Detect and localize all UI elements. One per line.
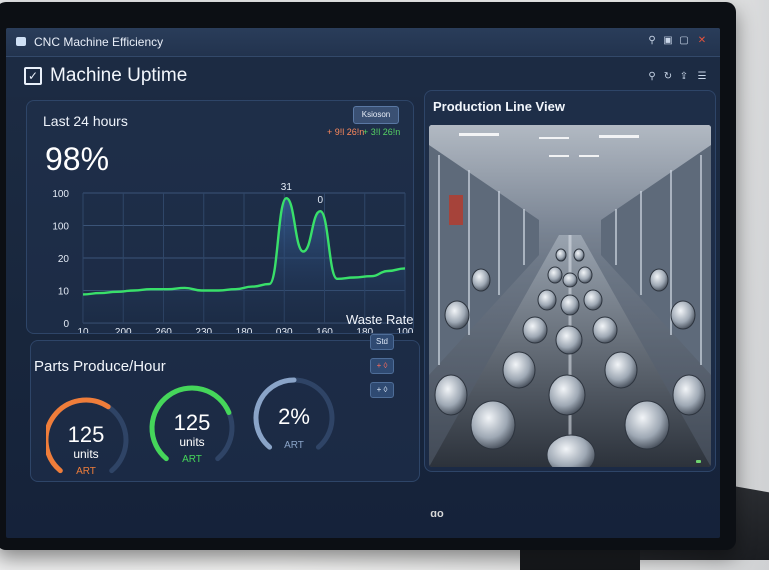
window-title: CNC Machine Efficiency xyxy=(34,35,164,49)
production-panel: Production Line View xyxy=(424,90,716,472)
gauge-3: 2% ART xyxy=(253,377,335,451)
export-icon[interactable]: ⇪ xyxy=(679,71,689,82)
menu-icon[interactable]: ☰ xyxy=(697,71,707,82)
uptime-line xyxy=(82,196,406,296)
legend-button[interactable]: Ksioson xyxy=(353,106,399,124)
gauge-value: 125 xyxy=(174,410,211,435)
x-tick-label: 180 xyxy=(236,327,253,333)
parts-panel xyxy=(30,340,420,482)
waste-add-button[interactable]: + ◊ xyxy=(370,358,394,374)
uptime-value: 98% xyxy=(45,141,110,177)
power-led xyxy=(696,460,701,463)
x-tick-label: 260 xyxy=(155,327,172,333)
search-icon[interactable]: ⚲ xyxy=(648,35,656,46)
legend-item-green: + 3!l 26!n xyxy=(363,127,401,137)
gauge-tag: ART xyxy=(76,466,96,477)
production-line-image xyxy=(429,125,711,467)
x-tick-label: 200 xyxy=(115,327,132,333)
x-tick-label: 230 xyxy=(195,327,212,333)
lock-icon[interactable]: ▣ xyxy=(663,35,673,46)
monitor-logo: ɑo xyxy=(430,508,444,520)
window-icon[interactable]: ▢ xyxy=(679,35,689,46)
gauge-unit: units xyxy=(73,447,98,461)
title-bar: CNC Machine Efficiency ⚲ ▣ ▢ ✕ xyxy=(6,28,720,57)
uptime-panel: Last 24 hours 98% Ksioson + 9!l 26!n + 3… xyxy=(26,100,414,334)
gauge-value: 125 xyxy=(68,422,105,447)
y-tick-label: 20 xyxy=(58,254,70,265)
monitor-bezel: CNC Machine Efficiency ⚲ ▣ ▢ ✕ ✓ Machine… xyxy=(0,2,736,550)
parts-title: Parts Produce/Hour xyxy=(34,358,166,375)
x-tick-label: 030 xyxy=(276,327,293,333)
peak-label: 31 xyxy=(281,182,293,193)
uptime-period-label: Last 24 hours xyxy=(43,113,128,129)
x-tick-label: 10 xyxy=(77,327,89,333)
search-icon[interactable]: ⚲ xyxy=(648,71,656,82)
peak-label: 0 xyxy=(317,195,323,206)
x-tick-label: 180 xyxy=(356,327,373,333)
waste-std-button[interactable]: Std xyxy=(370,334,394,350)
legend-item-orange: + 9!l 26!n xyxy=(327,127,365,137)
x-tick-label: 160 xyxy=(316,327,333,333)
waste-rate-title: Waste Rate xyxy=(346,312,414,327)
gauge-unit: units xyxy=(179,435,204,449)
waste-move-button[interactable]: + ◊ xyxy=(370,382,394,398)
screen: CNC Machine Efficiency ⚲ ▣ ▢ ✕ ✓ Machine… xyxy=(6,28,720,538)
y-tick-label: 100 xyxy=(52,189,69,200)
page-title: Machine Uptime xyxy=(50,65,188,86)
production-title: Production Line View xyxy=(433,99,565,114)
gauge-fill xyxy=(253,377,297,450)
gauge-tag: ART xyxy=(284,440,304,451)
close-icon[interactable]: ✕ xyxy=(697,35,707,46)
gauge-value: 2% xyxy=(278,404,310,429)
y-tick-label: 10 xyxy=(58,287,70,298)
gauge-fill xyxy=(46,397,111,474)
x-tick-label: 100 xyxy=(397,327,413,333)
uptime-area xyxy=(83,198,405,323)
y-tick-label: 0 xyxy=(63,319,69,330)
refresh-icon[interactable]: ↻ xyxy=(663,71,673,82)
app-icon xyxy=(16,37,26,46)
gauge-tag: ART xyxy=(182,454,202,465)
checkbox-icon[interactable]: ✓ xyxy=(24,67,42,85)
gauge-fill xyxy=(149,385,232,462)
y-tick-label: 100 xyxy=(52,222,69,233)
